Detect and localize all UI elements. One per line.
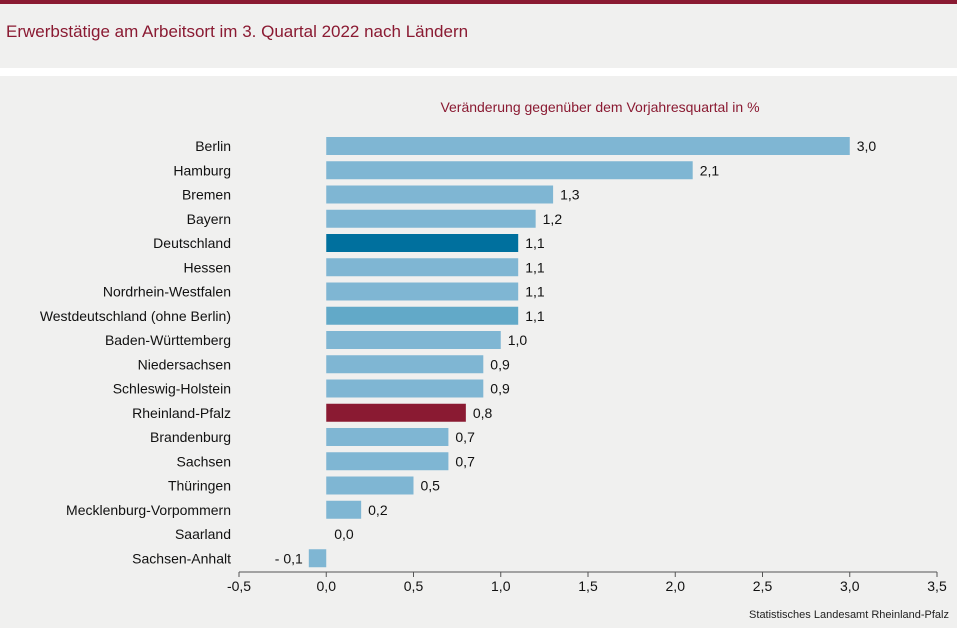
category-label: Niedersachsen [138, 356, 231, 372]
chart-subtitle: Veränderung gegenüber dem Vorjahresquart… [440, 99, 759, 115]
category-label: Sachsen-Anhalt [132, 550, 231, 566]
category-label: Schleswig-Holstein [113, 381, 231, 397]
bar-westdeutschland-ohne-berlin- [326, 306, 519, 325]
category-label: Brandenburg [150, 429, 231, 445]
category-label: Westdeutschland (ohne Berlin) [40, 308, 231, 324]
x-tick-label: 3,0 [840, 578, 860, 594]
x-tick-label: 1,5 [578, 578, 598, 594]
value-label: 1,1 [525, 235, 545, 251]
bar-hessen [326, 258, 519, 277]
bar-hamburg [326, 161, 693, 180]
bar-rheinland-pfalz [326, 403, 466, 422]
value-label: 0,7 [455, 453, 475, 469]
category-label: Berlin [195, 138, 231, 154]
bar-niedersachsen [326, 355, 484, 374]
category-label: Saarland [175, 526, 231, 542]
category-label: Thüringen [168, 478, 231, 494]
x-tick-label: 3,5 [927, 578, 947, 594]
category-label: Nordrhein-Westfalen [103, 284, 231, 300]
bar-sachsen-anhalt [308, 549, 327, 568]
chart-area: Veränderung gegenüber dem Vorjahresquart… [0, 76, 957, 628]
bar-mecklenburg-vorpommern [326, 500, 362, 519]
top-accent-rule [0, 0, 957, 4]
value-label: 3,0 [857, 138, 877, 154]
x-tick-label: 2,0 [666, 578, 686, 594]
category-label: Mecklenburg-Vorpommern [66, 502, 231, 518]
bar-deutschland [326, 234, 519, 252]
value-label: 0,2 [368, 502, 388, 518]
page-title: Erwerbstätige am Arbeitsort im 3. Quarta… [6, 22, 469, 41]
bar-chart: Veränderung gegenüber dem Vorjahresquart… [40, 99, 947, 594]
value-label: 2,1 [700, 162, 720, 178]
value-label: 0,9 [490, 381, 510, 397]
category-label: Sachsen [177, 453, 231, 469]
category-label: Bremen [182, 187, 231, 203]
header-divider [0, 68, 957, 76]
category-label: Bayern [187, 211, 231, 227]
value-label: 0,7 [455, 429, 475, 445]
bar-nordrhein-westfalen [326, 282, 519, 301]
bar-bremen [326, 185, 554, 204]
category-label: Baden-Württemberg [105, 332, 231, 348]
bar-brandenburg [326, 428, 449, 446]
bar-bayern [326, 209, 536, 228]
category-label: Hamburg [173, 162, 231, 178]
x-tick-label: 0,5 [404, 578, 424, 594]
bar-thüringen [326, 476, 414, 495]
value-label: 0,5 [421, 478, 441, 494]
x-tick-label: 0,0 [317, 578, 337, 594]
value-label: 1,1 [525, 284, 545, 300]
bar-baden-württemberg [326, 331, 501, 349]
source-note: Statistisches Landesamt Rheinland-Pfalz [749, 609, 949, 621]
x-tick-label: 1,0 [491, 578, 511, 594]
value-label: 0,8 [473, 405, 493, 421]
value-label: 0,9 [490, 356, 510, 372]
value-label: - 0,1 [275, 550, 303, 566]
value-label: 0,0 [334, 526, 354, 542]
bar-schleswig-holstein [326, 379, 484, 398]
category-label: Deutschland [153, 235, 231, 251]
value-label: 1,1 [525, 259, 545, 275]
x-tick-label: 2,5 [753, 578, 773, 594]
category-label: Hessen [184, 259, 231, 275]
value-label: 1,3 [560, 187, 580, 203]
category-label: Rheinland-Pfalz [132, 405, 231, 421]
value-label: 1,2 [543, 211, 563, 227]
value-label: 1,0 [508, 332, 528, 348]
bar-berlin [326, 137, 850, 155]
x-tick-label: -0,5 [227, 578, 251, 594]
value-label: 1,1 [525, 308, 545, 324]
bar-sachsen [326, 452, 449, 471]
